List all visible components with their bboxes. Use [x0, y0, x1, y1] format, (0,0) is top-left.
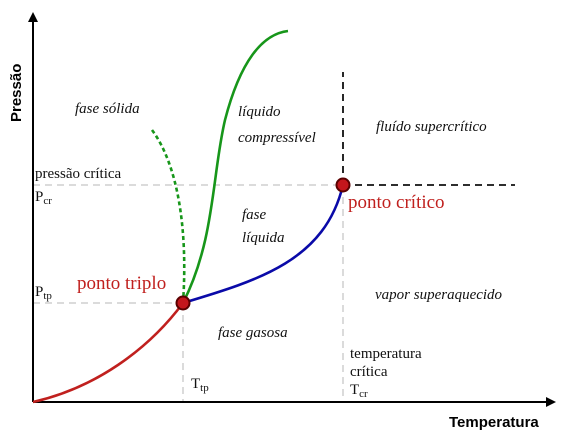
gas-phase-label: fase gasosa — [218, 325, 288, 341]
critical-temperature-label-line1: temperatura — [350, 346, 422, 362]
supercritical-fluid-label: fluído supercrítico — [376, 119, 487, 135]
solid-phase-label: fase sólida — [75, 101, 140, 117]
x-axis-title: Temperatura — [449, 414, 539, 431]
critical-point — [335, 177, 351, 193]
fusion-curve — [181, 29, 289, 304]
compressible-liquid-label-line2: compressível — [238, 130, 316, 146]
critical-pressure-label: pressão crítica — [35, 166, 122, 182]
ptp-main: P — [35, 284, 43, 300]
ttp-main: T — [191, 376, 200, 392]
critical-temperature-symbol: Tcr — [350, 382, 368, 400]
critical-temperature-label-line2: crítica — [350, 364, 388, 380]
ttp-subscript: tp — [200, 382, 209, 394]
compressible-liquid-label-line1: líquido — [238, 104, 281, 120]
pcr-subscript: cr — [43, 195, 52, 207]
critical-point-label: ponto crítico — [348, 192, 445, 213]
liquid-phase-label-line1: fase — [242, 207, 267, 223]
supercritical-boundary — [342, 72, 515, 186]
pcr-main: P — [35, 189, 43, 205]
triple-point — [175, 295, 191, 311]
y-axis-title: Pressão — [8, 64, 25, 122]
metastable-fusion-curve — [150, 129, 186, 304]
axes — [28, 12, 556, 407]
triple-pressure-symbol: Ptp — [35, 284, 52, 302]
vaporization-curve — [182, 184, 345, 305]
superheated-vapor-label: vapor superaquecido — [375, 287, 503, 303]
triple-point-label: ponto triplo — [77, 273, 166, 294]
triple-temperature-symbol: Ttp — [191, 376, 209, 394]
tcr-main: T — [350, 382, 359, 398]
liquid-phase-label-line2: líquida — [242, 230, 285, 246]
sublimation-curve — [32, 302, 185, 404]
tcr-subscript: cr — [359, 388, 368, 400]
guide-lines — [33, 184, 344, 402]
critical-pressure-symbol: Pcr — [35, 189, 52, 207]
ptp-subscript: tp — [43, 290, 52, 302]
